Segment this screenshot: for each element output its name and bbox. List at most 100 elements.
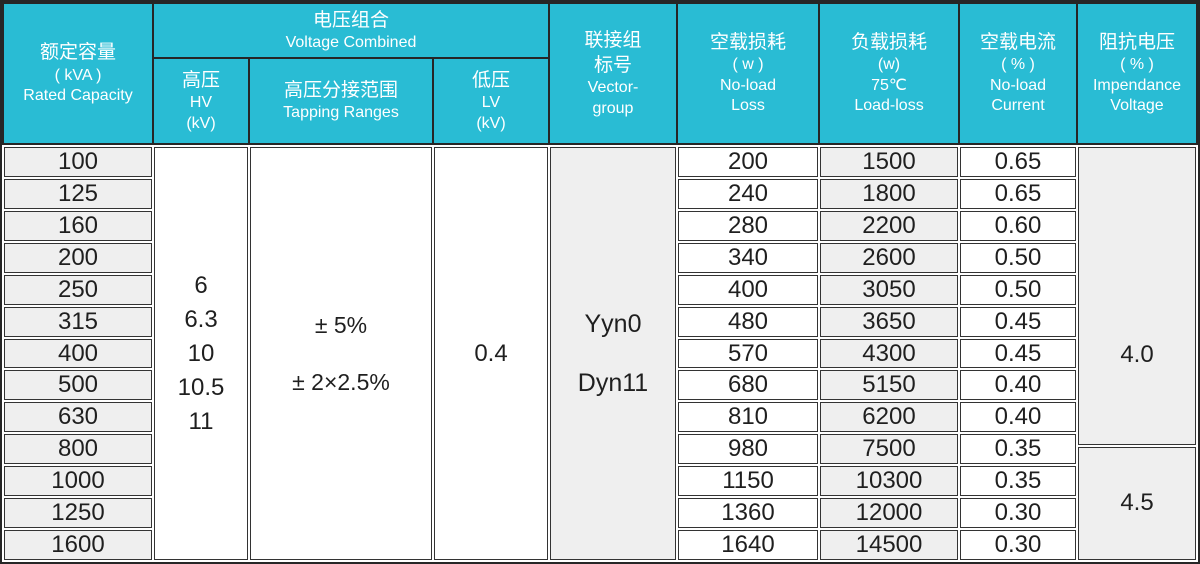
no-load-current-cell: 0.40: [960, 370, 1076, 401]
header-tapping-ranges: 高压分接范围 Tapping Ranges: [250, 59, 432, 143]
no-load-loss-cell: 200: [678, 147, 818, 177]
load-loss-cell: 2200: [820, 210, 958, 241]
header-line: Current: [991, 97, 1045, 115]
no-load-current-cell: 0.35: [960, 434, 1076, 465]
column-no-load-loss: 200 240 280 340 400 480 570 680 810 980 1150 1360 16…: [678, 147, 818, 560]
column-tapping-ranges: ± 5% ± 2×2.5%: [250, 147, 432, 560]
header-line: 空载电流: [979, 32, 1056, 54]
load-loss-cell: 3650: [820, 306, 958, 337]
capacity-cell: 400: [4, 338, 152, 369]
hv-values-cell: 6 6.3 10 10.5 11: [154, 147, 248, 560]
header-line: 空载损耗: [709, 32, 786, 54]
column-no-load-current: 0.65 0.65 0.60 0.50 0.50 0.45 0.45 0.40 0.40 0.35…: [960, 147, 1076, 560]
load-loss-cell: 12000: [820, 498, 958, 529]
header-hv: 高压 HV (kV): [154, 59, 248, 143]
no-load-current-cell: 0.50: [960, 242, 1076, 273]
no-load-loss-cell: 1640: [678, 530, 818, 560]
tapping-range-value: ± 2×2.5%: [292, 368, 390, 395]
header-impedance-voltage: 阻抗电压 ( % ) Impendance Voltage: [1078, 4, 1196, 143]
lv-value: 0.4: [474, 339, 508, 367]
capacity-cell: 160: [4, 210, 152, 241]
table-body: 100 125 160 200 250 315 400 500 630 800 1000 1250 16…: [2, 145, 1198, 562]
header-line: group: [592, 99, 634, 117]
header-line: 低压: [471, 69, 510, 91]
header-line: 高压: [181, 69, 220, 91]
load-loss-cell: 4300: [820, 338, 958, 369]
capacity-cell: 500: [4, 370, 152, 401]
vector-group-value: Yyn0: [584, 309, 642, 338]
load-loss-cell: 2600: [820, 242, 958, 273]
no-load-current-cell: 0.45: [960, 306, 1076, 337]
column-rated-capacity: 100 125 160 200 250 315 400 500 630 800 1000 1250 16…: [4, 147, 152, 560]
hv-value: 10.5: [177, 373, 225, 401]
header-line: 标号: [593, 55, 632, 77]
header-rated-capacity: 额定容量 ( kVA ) Rated Capacity: [4, 4, 152, 143]
capacity-cell: 200: [4, 242, 152, 273]
no-load-current-cell: 0.65: [960, 147, 1076, 177]
hv-value: 11: [188, 407, 214, 435]
header-line: No-load: [989, 76, 1047, 94]
vector-group-value: Dyn11: [577, 368, 649, 397]
header-line: ( w ): [732, 56, 764, 74]
load-loss-cell: 1500: [820, 147, 958, 177]
capacity-cell: 800: [4, 434, 152, 465]
header-line: 负载损耗: [850, 32, 927, 54]
header-line: HV: [189, 94, 213, 112]
header-line: LV: [481, 94, 501, 112]
header-line: 75℃: [871, 76, 907, 94]
table-header: 额定容量 ( kVA ) Rated Capacity 电压组合 Voltage Co…: [2, 2, 1198, 145]
no-load-loss-cell: 480: [678, 306, 818, 337]
header-line: 高压分接范围: [283, 80, 398, 102]
hv-value: 10: [187, 339, 215, 367]
load-loss-cell: 14500: [820, 530, 958, 560]
no-load-loss-cell: 810: [678, 402, 818, 433]
no-load-loss-cell: 280: [678, 210, 818, 241]
load-loss-cell: 1800: [820, 178, 958, 209]
no-load-loss-cell: 240: [678, 178, 818, 209]
no-load-loss-cell: 1360: [678, 498, 818, 529]
header-line: Rated Capacity: [23, 87, 133, 105]
hv-value: 6.3: [184, 305, 218, 333]
hv-value: 6: [194, 271, 208, 299]
lv-value-cell: 0.4: [434, 147, 548, 560]
header-line: 阻抗电压: [1098, 32, 1175, 54]
header-line: 联接组: [584, 29, 642, 51]
header-line: Impendance: [1092, 76, 1182, 94]
load-loss-cell: 10300: [820, 466, 958, 497]
capacity-cell: 315: [4, 306, 152, 337]
no-load-current-cell: 0.30: [960, 498, 1076, 529]
capacity-cell: 630: [4, 402, 152, 433]
load-loss-cell: 3050: [820, 274, 958, 305]
capacity-cell: 125: [4, 178, 152, 209]
no-load-current-cell: 0.65: [960, 178, 1076, 209]
column-hv: 6 6.3 10 10.5 11: [154, 147, 248, 560]
no-load-loss-cell: 340: [678, 242, 818, 273]
no-load-loss-cell: 1150: [678, 466, 818, 497]
header-line: ( kVA ): [54, 66, 102, 84]
no-load-loss-cell: 570: [678, 338, 818, 369]
load-loss-cell: 7500: [820, 434, 958, 465]
header-line: (kV): [186, 114, 216, 132]
no-load-current-cell: 0.35: [960, 466, 1076, 497]
no-load-loss-cell: 980: [678, 434, 818, 465]
header-line: (kV): [476, 114, 506, 132]
capacity-cell: 1250: [4, 498, 152, 529]
column-load-loss: 1500 1800 2200 2600 3050 3650 4300 5150 6200 7500…: [820, 147, 958, 560]
header-voltage-combined: 电压组合 Voltage Combined: [154, 4, 548, 57]
capacity-cell: 250: [4, 274, 152, 305]
column-lv: 0.4: [434, 147, 548, 560]
header-line: 额定容量: [39, 42, 116, 64]
header-no-load-current: 空载电流 ( % ) No-load Current: [960, 4, 1076, 143]
no-load-loss-cell: 680: [678, 370, 818, 401]
header-line: Load-loss: [854, 97, 924, 115]
vector-group-cell: Yyn0 Dyn11: [550, 147, 676, 560]
header-vector-group: 联接组 标号 Vector-group: [550, 4, 676, 143]
header-load-loss: 负载损耗 (w) 75℃ Load-loss: [820, 4, 958, 143]
header-line: 电压组合: [312, 9, 389, 31]
no-load-current-cell: 0.60: [960, 210, 1076, 241]
header-no-load-loss: 空载损耗 ( w ) No-load Loss: [678, 4, 818, 143]
capacity-cell: 1000: [4, 466, 152, 497]
no-load-current-cell: 0.50: [960, 274, 1076, 305]
header-line: Voltage: [1110, 97, 1164, 115]
